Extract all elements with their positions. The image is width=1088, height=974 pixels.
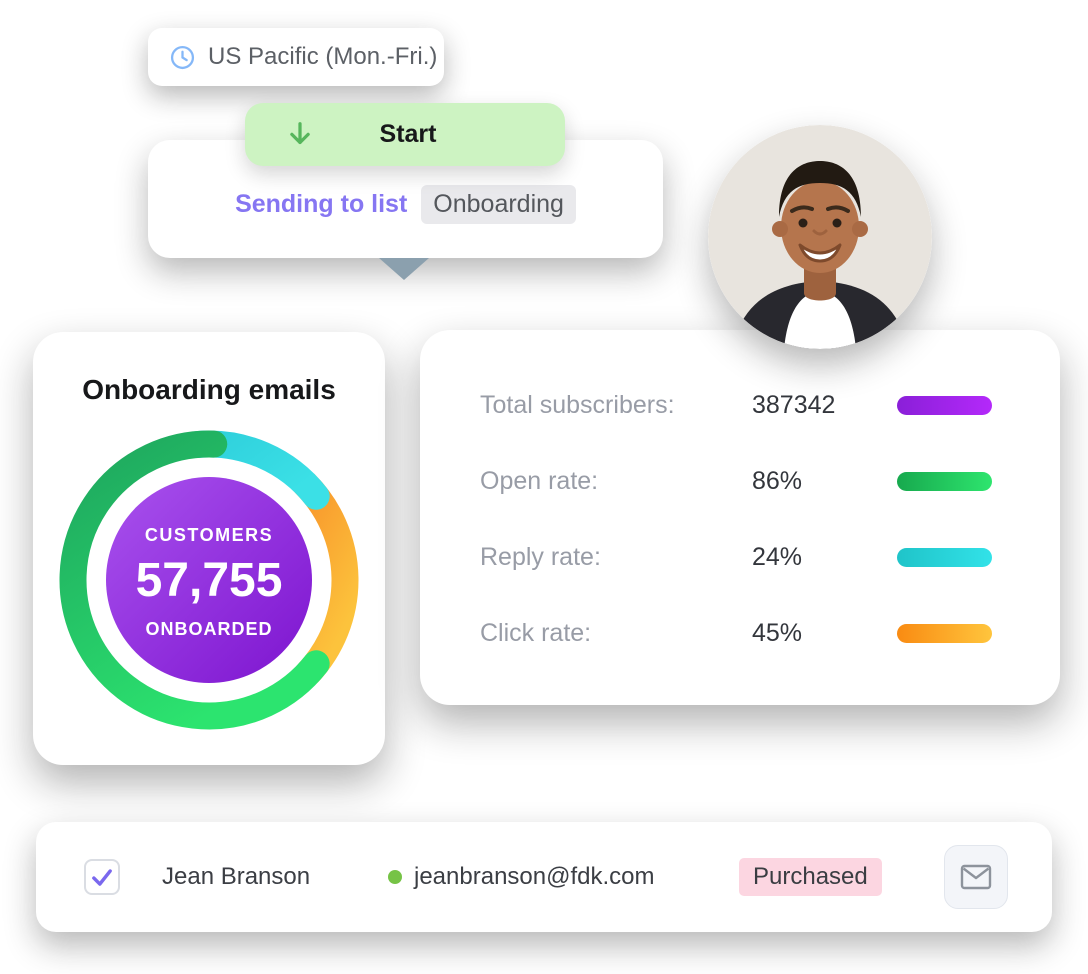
sending-row: Sending to list Onboarding	[235, 185, 576, 224]
stat-row-total-subscribers: Total subscribers: 387342	[480, 367, 992, 443]
status-badge: Purchased	[739, 858, 882, 896]
arrow-down-icon	[285, 120, 315, 150]
list-name-badge[interactable]: Onboarding	[421, 185, 576, 224]
card-title: Onboarding emails	[82, 374, 336, 405]
stat-value: 387342	[752, 390, 836, 419]
donut-center-bottom-label: ONBOARDED	[145, 619, 272, 639]
stats-card: Total subscribers: 387342 Open rate: 86%…	[420, 330, 1060, 705]
schedule-label: US Pacific (Mon.-Fri.)	[208, 43, 438, 70]
schedule-pill[interactable]: US Pacific (Mon.-Fri.)	[148, 28, 444, 86]
clock-icon	[170, 45, 195, 69]
online-dot-icon	[388, 870, 402, 884]
stat-label: Click rate:	[480, 618, 592, 647]
envelope-icon	[960, 864, 992, 890]
send-email-button[interactable]	[944, 845, 1008, 909]
subscriber-checkbox[interactable]	[84, 859, 120, 895]
donut-segment-green	[59, 430, 330, 730]
customer-photo	[708, 125, 932, 349]
stat-label: Open rate:	[480, 466, 599, 495]
start-button[interactable]: Start	[245, 103, 565, 166]
avatar	[708, 125, 932, 349]
donut-center-value: 57,755	[136, 554, 283, 607]
stat-label: Reply rate:	[480, 542, 601, 571]
stat-bar-cyan	[897, 547, 992, 567]
subscriber-email: jeanbranson@fdk.com	[414, 863, 655, 890]
stat-value: 24%	[752, 542, 803, 571]
stat-row-click-rate: Click rate: 45%	[480, 595, 992, 671]
check-icon	[92, 869, 112, 886]
subscriber-row: Jean Branson jeanbranson@fdk.com Purchas…	[36, 822, 1052, 932]
stat-bar-orange	[897, 623, 992, 643]
stat-label: Total subscribers:	[480, 390, 675, 419]
stat-value: 45%	[752, 618, 803, 647]
stat-value: 86%	[752, 466, 803, 495]
start-button-label: Start	[379, 120, 437, 148]
subscriber-name: Jean Branson	[162, 863, 311, 890]
stat-bar-green	[897, 471, 992, 491]
donut-center-top-label: CUSTOMERS	[145, 525, 273, 545]
sending-prefix-label: Sending to list	[235, 190, 408, 218]
stat-row-reply-rate: Reply rate: 24%	[480, 519, 992, 595]
subscriber-email-group: jeanbranson@fdk.com	[388, 822, 655, 932]
pointer-triangle-icon	[379, 258, 429, 280]
stat-bar-purple	[897, 395, 992, 415]
onboarding-emails-card: Onboarding emails	[33, 332, 385, 765]
donut-chart: CUSTOMERS 57,755 ONBOARDED	[59, 430, 359, 730]
stat-row-open-rate: Open rate: 86%	[480, 443, 992, 519]
donut-ring	[59, 430, 359, 730]
donut-center-disc	[106, 477, 312, 683]
